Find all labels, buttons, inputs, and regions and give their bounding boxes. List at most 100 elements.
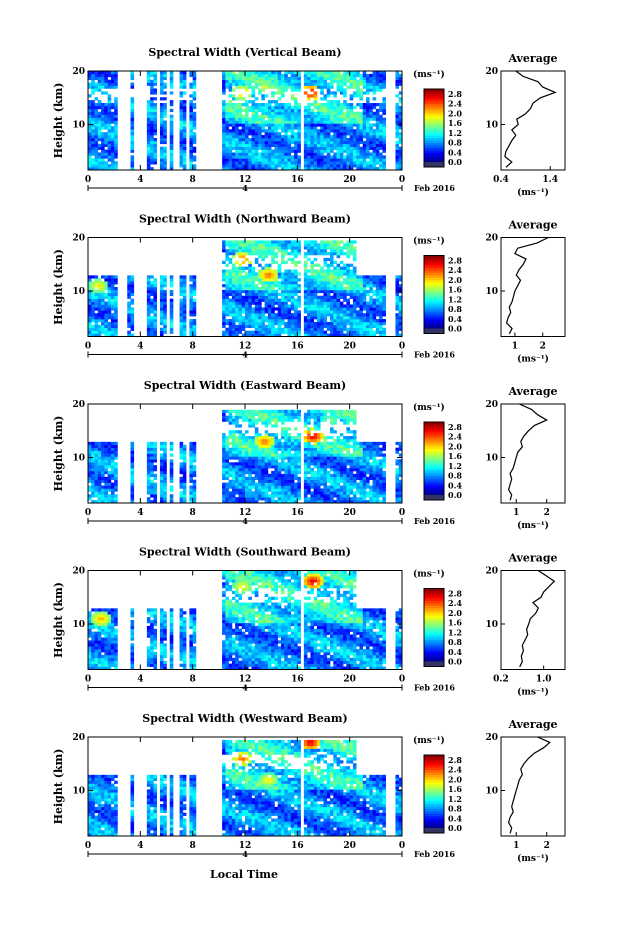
heatmap-cell: [235, 289, 239, 294]
heatmap-cell: [326, 295, 331, 299]
heatmap-cell: [258, 126, 262, 130]
heatmap-cell: [284, 316, 288, 320]
heatmap-cell: [146, 140, 151, 145]
heatmap-cell: [280, 91, 285, 95]
heatmap-cell: [271, 94, 275, 98]
heatmap-cell: [104, 319, 108, 323]
heatmap-cell: [238, 450, 243, 454]
heatmap-cell: [248, 415, 252, 419]
heatmap-cell: [130, 132, 135, 136]
heatmap-cell: [101, 476, 105, 480]
heatmap-cell: [326, 117, 331, 121]
heatmap-cell: [375, 167, 380, 171]
heatmap-cell: [231, 479, 236, 483]
heatmap-cell: [114, 79, 118, 83]
heatmap-cell: [313, 324, 318, 329]
heatmap-cell: [336, 301, 341, 305]
heatmap-cell: [379, 105, 383, 110]
heatmap-cell: [88, 123, 92, 127]
heatmap-cell: [294, 287, 298, 291]
heatmap-cell: [346, 103, 350, 107]
heatmap-cell: [104, 316, 108, 320]
heatmap-cell: [101, 453, 105, 457]
heatmap-cell: [336, 246, 341, 250]
heatmap-cell: [101, 143, 105, 147]
heatmap-cell: [316, 278, 321, 282]
heatmap-cell: [313, 289, 318, 294]
heatmap-cell: [264, 254, 269, 259]
heatmap-cell: [287, 433, 292, 437]
heatmap-cell: [359, 167, 364, 171]
heatmap-cell: [182, 108, 187, 113]
heatmap-cell: [192, 450, 197, 454]
heatmap-cell: [97, 114, 102, 118]
heatmap-cell: [310, 143, 314, 147]
heatmap-cell: [395, 152, 400, 156]
heatmap-cell: [277, 79, 282, 83]
heatmap-cell: [91, 333, 95, 337]
heatmap-cell: [88, 319, 92, 323]
heatmap-cell: [375, 284, 380, 288]
heatmap-cell: [235, 129, 239, 133]
heatmap-cell: [316, 143, 321, 147]
heatmap-cell: [271, 304, 275, 308]
heatmap-cell: [330, 257, 334, 262]
heatmap-cell: [110, 114, 115, 118]
heatmap-cell: [251, 243, 256, 247]
heatmap-cell: [349, 321, 354, 326]
heatmap-cell: [228, 319, 233, 323]
colorbar-segment: [424, 301, 444, 305]
heatmap-cell: [150, 100, 154, 104]
heatmap-cell: [379, 129, 383, 133]
heatmap-cell: [382, 310, 386, 314]
heatmap-cell: [271, 143, 275, 147]
heatmap-cell: [290, 140, 295, 145]
heatmap-cell: [294, 152, 298, 156]
heatmap-cell: [382, 97, 386, 101]
heatmap-cell: [336, 123, 341, 127]
heatmap-cell: [369, 103, 373, 107]
heatmap-cell: [343, 126, 347, 130]
heatmap-cell: [228, 132, 233, 136]
heatmap-cell: [297, 135, 301, 139]
heatmap-cell: [346, 76, 350, 81]
heatmap-cell: [326, 284, 331, 288]
heatmap-cell: [356, 120, 360, 124]
heatmap-cell: [245, 491, 249, 495]
heatmap-cell: [248, 494, 252, 498]
heatmap-cell: [238, 269, 243, 273]
heatmap-cell: [235, 266, 239, 270]
heatmap-cell: [254, 301, 259, 305]
heatmap-cell: [294, 164, 298, 168]
heatmap-cell: [241, 158, 246, 162]
heatmap-cell: [159, 333, 164, 337]
heatmap-cell: [362, 105, 367, 110]
heatmap-cell: [245, 114, 249, 118]
heatmap-cell: [231, 330, 236, 334]
heatmap-cell: [94, 97, 99, 101]
colorbar-segment: [424, 108, 444, 112]
x-tick-label: 0: [399, 342, 405, 352]
heatmap-cell: [251, 447, 256, 451]
heatmap-cell: [91, 103, 95, 107]
heatmap-cell: [398, 316, 403, 320]
heatmap-cell: [395, 278, 400, 282]
heatmap-cell: [375, 152, 380, 156]
heatmap-cell: [261, 143, 265, 147]
heatmap-cell: [91, 76, 95, 81]
heatmap-cell: [235, 126, 239, 130]
heatmap-cell: [251, 450, 256, 454]
heatmap-cell: [254, 497, 259, 501]
heatmap-cell: [254, 468, 259, 472]
heatmap-cell: [382, 146, 386, 150]
heatmap-cell: [88, 473, 92, 478]
heatmap-cell: [320, 114, 324, 118]
heatmap-cell: [284, 468, 288, 472]
heatmap-cell: [297, 76, 301, 81]
heatmap-cell: [379, 167, 383, 171]
heatmap-cell: [91, 149, 95, 153]
heatmap-cell: [192, 114, 197, 118]
heatmap-cell: [333, 108, 337, 113]
heatmap-cell: [189, 143, 193, 147]
heatmap-cell: [261, 152, 265, 156]
